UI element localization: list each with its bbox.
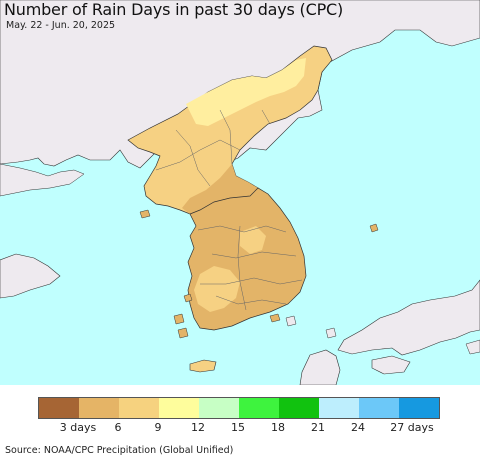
legend-swatch-5	[199, 398, 239, 418]
ulleungdo	[369, 223, 379, 233]
legend-tick: 9	[154, 421, 162, 434]
date-range: May. 22 - Jun. 20, 2025	[6, 20, 116, 31]
japan-islands	[285, 315, 480, 355]
shandong-peninsula	[0, 253, 61, 299]
legend-swatch-8	[319, 398, 359, 418]
legend-tick: 6	[114, 421, 122, 434]
legend-tick: 24	[351, 421, 365, 434]
liaodong-coast	[0, 163, 85, 197]
north-korea-darker	[182, 164, 258, 214]
legend-tick: 15	[231, 421, 245, 434]
north-korea-light	[186, 58, 306, 126]
legend-swatch-2	[79, 398, 119, 418]
source-note: Source: NOAA/CPC Precipitation (Global U…	[5, 445, 234, 456]
legend-tick: 12	[191, 421, 205, 434]
legend-swatch-3	[119, 398, 159, 418]
jeju-island	[189, 359, 217, 373]
japan-honshu	[337, 279, 480, 356]
legend-tick: 21	[311, 421, 325, 434]
map-title: Number of Rain Days in past 30 days (CPC…	[4, 0, 344, 19]
legend-swatch-7	[279, 398, 319, 418]
legend-swatch-4	[159, 398, 199, 418]
korea-sw-islands	[139, 209, 281, 339]
legend-tick: 18	[271, 421, 285, 434]
color-legend	[38, 397, 440, 419]
admin-borders	[155, 109, 303, 311]
legend-tick: 3 days	[59, 421, 97, 434]
japan-shikoku	[371, 355, 411, 375]
legend-swatch-9	[359, 398, 399, 418]
japan-kyushu	[299, 349, 341, 385]
legend-tick: 27 days	[390, 421, 434, 434]
legend-swatch-10	[399, 398, 439, 418]
south-korea-light2	[240, 226, 266, 254]
legend-swatch-1	[39, 398, 79, 418]
rain-days-map	[0, 0, 480, 385]
legend-swatch-6	[239, 398, 279, 418]
